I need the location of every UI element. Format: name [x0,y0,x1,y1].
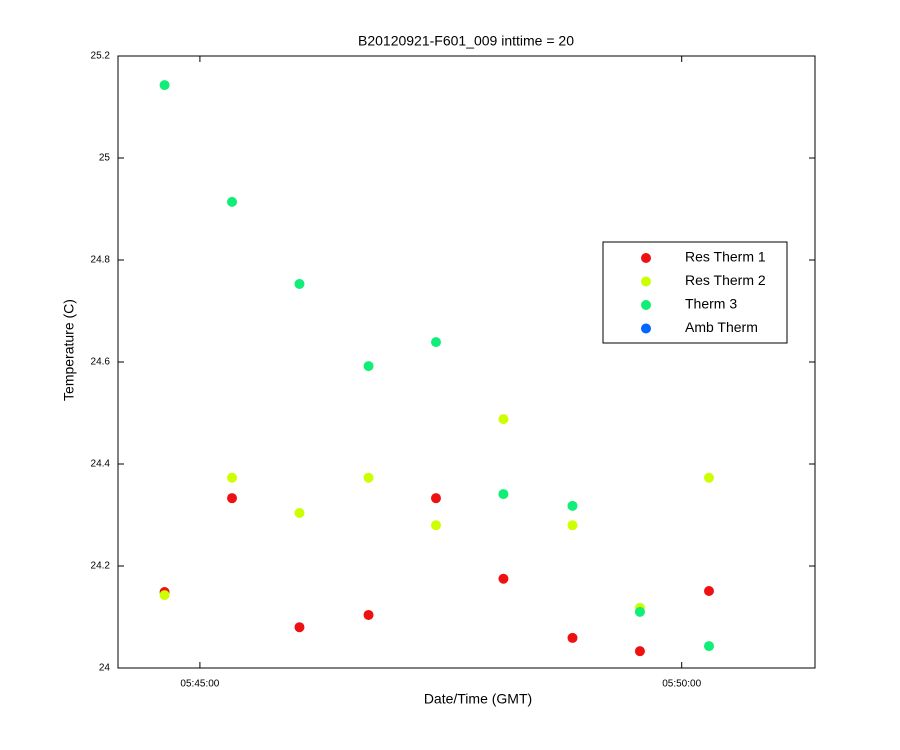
data-point [294,278,305,289]
legend-marker [641,300,651,310]
data-point [159,80,170,91]
legend-label: Res Therm 1 [685,249,766,265]
data-point [634,646,645,657]
y-tick-label: 24.2 [91,561,111,572]
data-point [430,520,441,531]
x-tick-label: 05:45:00 [180,679,219,690]
data-point [567,632,578,643]
chart-title: B20120921-F601_009 inttime = 20 [358,33,574,49]
data-point [704,585,715,596]
data-point [294,507,305,518]
y-tick-label: 25.2 [91,51,111,62]
plot-area [117,55,816,669]
legend-label: Res Therm 2 [685,272,766,288]
data-point [363,472,374,483]
data-point [294,622,305,633]
data-point [363,361,374,372]
data-point [159,590,170,601]
data-point [498,573,509,584]
data-point [567,500,578,511]
data-point [498,414,509,425]
data-point [227,196,238,207]
data-point [498,489,509,500]
data-point [227,493,238,504]
data-point [634,606,645,617]
y-axis-label: Temperature (C) [61,299,77,401]
data-point [704,472,715,483]
legend-marker [641,253,651,263]
y-tick-label: 24.4 [91,459,111,470]
x-tick-label: 05:50:00 [662,679,701,690]
data-point [430,337,441,348]
legend-marker [641,323,651,334]
y-tick-label: 24 [99,663,111,674]
x-axis-label: Date/Time (GMT) [424,691,532,707]
y-tick-label: 25 [99,153,111,164]
legend-marker [641,276,651,287]
data-point [567,520,578,531]
data-point [430,493,441,504]
legend-label: Amb Therm [685,319,758,335]
y-tick-label: 24.6 [91,357,111,368]
data-point [227,472,238,483]
legend-box [602,241,788,344]
data-point [704,641,715,652]
legend-label: Therm 3 [685,296,737,312]
data-point [363,609,374,620]
y-tick-label: 24.8 [91,255,111,266]
